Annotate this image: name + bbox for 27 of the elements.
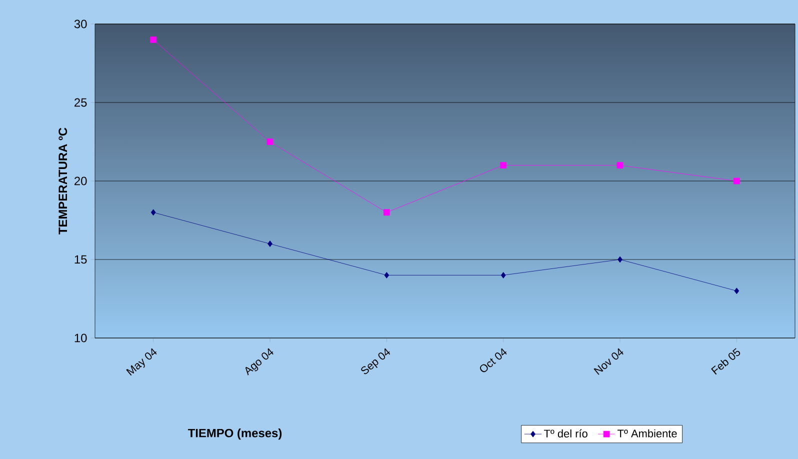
y-tick-label: 25 xyxy=(74,98,87,107)
point xyxy=(266,138,274,145)
x-tick-label: Oct 04 xyxy=(480,348,507,372)
x-tick-label: Ago 04 xyxy=(245,348,274,376)
y-tick-label: 20 xyxy=(74,176,87,186)
point xyxy=(616,162,624,168)
x-axis-title: TIEMPO (meses) xyxy=(188,428,282,440)
point xyxy=(150,36,157,43)
x-tick-label: Feb 05 xyxy=(711,348,740,375)
y-tick-label: 15 xyxy=(74,255,87,264)
y-tick-label: 10 xyxy=(74,334,87,342)
point xyxy=(500,162,507,168)
y-tick-label: 30 xyxy=(74,20,87,28)
legend-label: Tº del río xyxy=(544,429,588,438)
point xyxy=(500,272,506,278)
x-tick-label: Sep 04 xyxy=(361,348,390,374)
legend-label: Tº Ambiente xyxy=(618,429,677,438)
x-tick-label: May 04 xyxy=(126,348,157,376)
point xyxy=(383,209,390,216)
y-axis-title: TEMPERATURA ºC xyxy=(58,128,68,234)
point xyxy=(733,178,740,184)
x-tick-label: Nov 04 xyxy=(594,348,624,375)
point xyxy=(150,209,156,216)
point xyxy=(734,288,740,294)
point xyxy=(618,256,622,263)
point xyxy=(384,272,390,278)
point xyxy=(268,240,272,247)
